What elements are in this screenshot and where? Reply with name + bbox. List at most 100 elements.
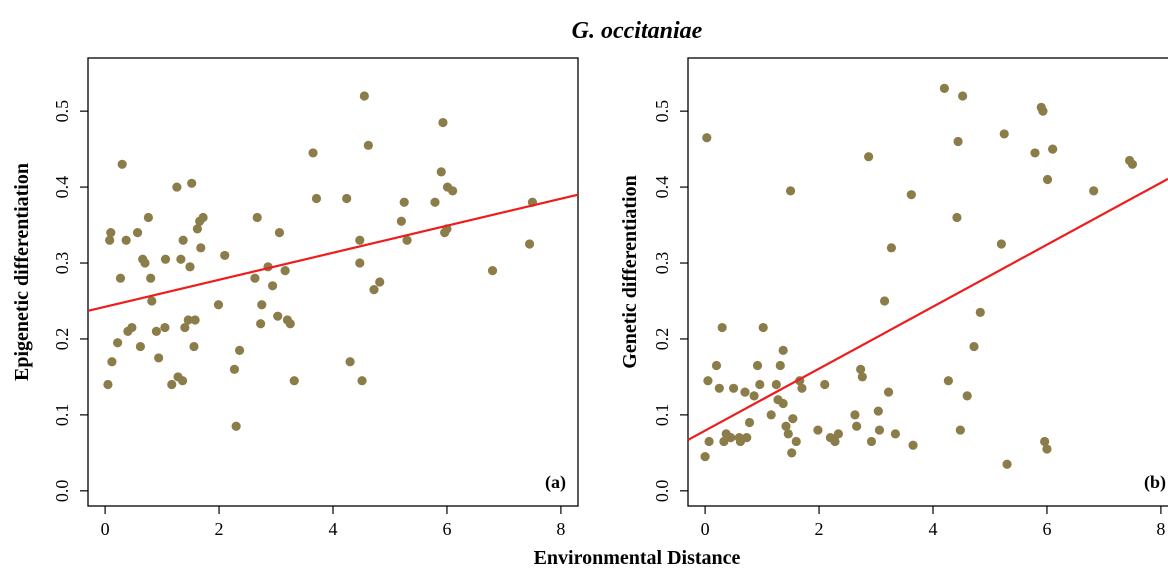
panel-a-point [308,148,318,158]
panel-b-point [704,436,714,447]
panel-b-point [771,379,781,390]
panel-b-point [1042,174,1053,185]
panel-a-xtick-label: 8 [556,519,565,539]
panel-b-point [857,372,867,382]
panel-a-point [274,228,285,238]
panel-b-point [886,243,897,253]
panel-a-point [187,178,197,188]
panel-a-point [399,197,409,207]
panel-a-point [280,266,290,276]
panel-a-point [105,235,115,245]
panel-a-point [345,357,355,367]
panel-a-point [355,235,365,245]
panel-b-point [866,436,877,447]
panel-b-point [813,425,823,435]
panel-b-point [744,417,755,428]
panel-a-point [375,277,385,287]
panel-a-point [146,273,156,283]
panel-b-point [728,383,739,393]
panel-b-point [1038,106,1048,116]
panel-a-point [229,364,240,374]
panel-a-point [273,311,283,321]
panel-b-point [714,383,724,393]
panel-a-point [140,258,150,268]
panel-b-point [775,360,785,371]
panel-b-point [742,433,752,443]
panel-a-point [524,239,535,249]
panel-a-ticks: 0 2 4 6 8 0.0 0.1 0.2 0.3 0.4 0.5 [52,100,565,539]
panel-a-point [103,379,113,390]
panel-a-point [189,341,199,352]
panel-b-point [740,387,750,397]
panel-a-point [231,421,241,431]
panel-a-ytick-label: 0.1 [52,404,72,427]
panel-a-point [363,140,373,150]
panel-b-point [833,429,844,439]
panel-b-point [766,410,776,420]
panel-b-point [996,239,1006,249]
panel-a-point [252,212,262,223]
panel-a-ytick-label: 0.0 [52,480,72,503]
panel-b-point [962,391,972,401]
panel-b-point [785,186,796,196]
panel-b-tag: (b) [1144,472,1166,493]
panel-b-point [856,364,866,374]
panel-b-point [791,436,801,447]
panel-b: 0 2 4 6 8 0.0 0.1 0.2 0.3 0.4 0.5 (b) Genetic diff… [619,57,1168,539]
panel-b-point [797,383,807,393]
panel-b-point [873,406,883,416]
panel-a-point [369,284,379,295]
panel-b-point [787,448,797,458]
panel-b-point [874,425,885,435]
panel-a-point [143,212,153,223]
panel-a-point [160,254,171,264]
panel-a-xtick-label: 4 [329,519,338,539]
panel-a-point [196,243,206,253]
panel-a-point [117,159,127,169]
panel-b-point [830,436,840,447]
panel-a-point [115,273,126,283]
panel-b-ytick-label: 0.2 [652,328,672,351]
panel-b-point [864,152,874,162]
panel-a-point [176,254,186,264]
panel-b-point [850,410,860,420]
panel-a-ytick-label: 0.4 [52,176,72,199]
panel-b-point [755,379,765,390]
panel-a-point [257,300,267,310]
panel-b-point [711,360,722,371]
panel-b-xtick-label: 6 [1042,519,1051,539]
panel-a-point [430,197,440,207]
panel-b-ytick-label: 0.3 [652,252,672,275]
panel-a-point [180,322,190,333]
panel-a-point [234,345,245,355]
panel-a-frame [87,57,579,507]
panel-b-point [943,376,953,386]
panel-b-point [969,341,979,352]
panel-a-point [268,281,278,291]
panel-a-point [154,353,164,363]
panel-a-point [448,186,458,196]
panel-b-point [890,429,900,439]
panel-a-point [127,322,137,333]
panel-a-point [357,376,367,386]
panel-b-points [700,83,1138,469]
panel-a-ytick-label: 0.2 [52,328,72,351]
panel-a-point [178,235,188,245]
panel-b-point [939,83,949,93]
panel-b-point [781,421,791,431]
panel-a-tag: (a) [545,472,566,493]
panel-b-ytick-label: 0.0 [652,480,672,503]
panel-b-regression-line [687,177,1168,441]
panel-a-points [103,91,538,431]
panel-a-point [213,300,224,310]
panel-a-point [355,258,365,268]
panel-b-point [726,433,736,443]
panel-a-ytick-label: 0.3 [52,252,72,275]
panel-a-point [359,91,369,101]
panel-b-point [702,133,712,143]
panel-b-point [788,414,798,424]
panel-a-ytick-label: 0.5 [52,100,72,123]
panel-a-point [285,319,295,329]
panel-a-point [198,212,208,223]
